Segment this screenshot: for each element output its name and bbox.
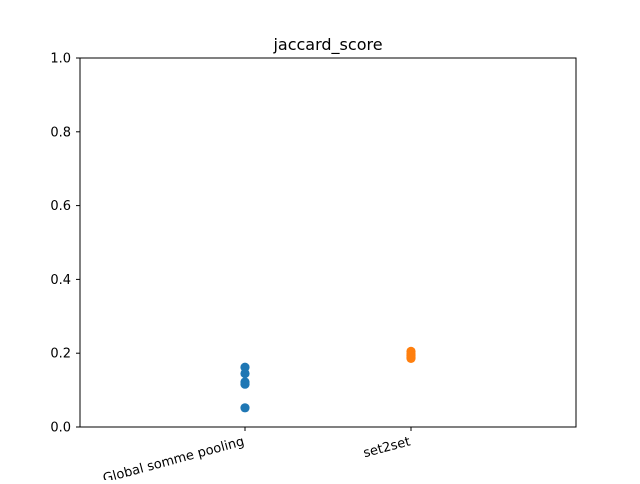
data-point bbox=[240, 403, 250, 413]
data-point bbox=[406, 353, 416, 363]
y-tick-label: 0.2 bbox=[50, 347, 71, 362]
data-point bbox=[240, 379, 250, 389]
y-tick-label: 1.0 bbox=[50, 52, 71, 67]
y-tick-label: 0.0 bbox=[50, 421, 71, 436]
y-tick-label: 0.8 bbox=[50, 125, 71, 140]
x-tick-label: Global somme pooling bbox=[101, 434, 246, 480]
y-axis: 0.0 0.2 0.4 0.6 0.8 1.0 bbox=[50, 52, 80, 436]
plot-area-frame bbox=[79, 57, 577, 428]
y-tick-label: 0.6 bbox=[50, 199, 71, 214]
y-tick-label: 0.4 bbox=[50, 273, 71, 288]
x-tick-label: set2set bbox=[362, 434, 412, 461]
data-points bbox=[240, 346, 416, 413]
chart-title: jaccard_score bbox=[272, 35, 382, 55]
data-point bbox=[240, 368, 250, 379]
x-axis: Global somme pooling set2set bbox=[101, 427, 412, 484]
